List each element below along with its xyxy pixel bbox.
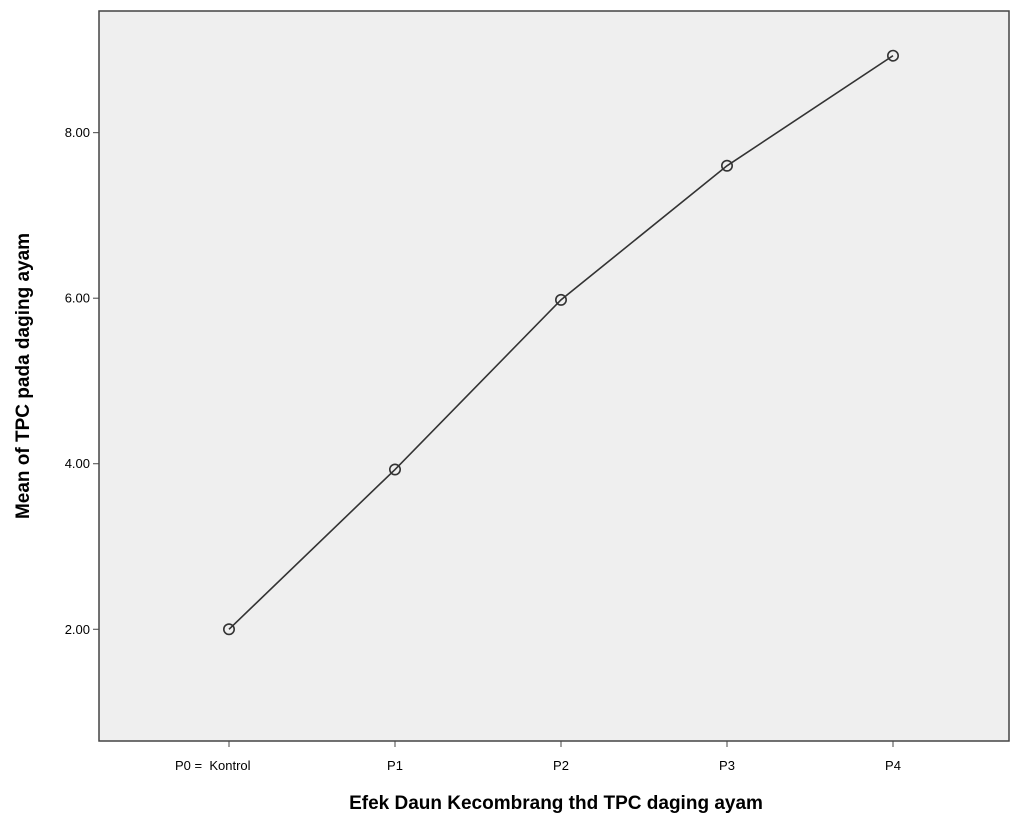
y-tick-label: 8.00 [65,125,90,140]
data-point [388,463,401,476]
y-axis-title: Mean of TPC pada daging ayam [13,233,34,519]
x-axis-title: Efek Daun Kecombrang thd TPC daging ayam [349,793,763,814]
x-tick-label: P2 [553,758,569,773]
data-point [720,159,733,172]
data-markers [223,49,899,636]
data-point [223,623,236,636]
x-tick-label: P0 = Kontrol [175,758,251,773]
y-tick-label: 2.00 [65,622,90,637]
x-axis-ticks: P0 = Kontrol P1 P2 P3 P4 [175,741,901,773]
y-tick-label: 6.00 [65,291,90,306]
data-point [554,293,567,306]
x-tick-label: P1 [387,758,403,773]
y-axis-ticks: 2.00 4.00 6.00 8.00 [65,125,99,637]
y-tick-label: 4.00 [65,456,90,471]
x-tick-label: P3 [719,758,735,773]
series-line [228,55,894,630]
data-point [886,49,899,62]
x-tick-label: P4 [885,758,901,773]
plot-area [98,10,1010,742]
